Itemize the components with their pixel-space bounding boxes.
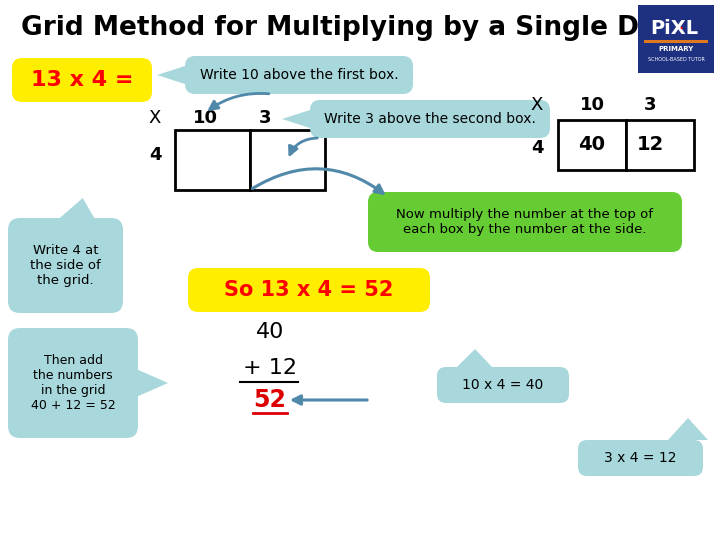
FancyBboxPatch shape xyxy=(185,56,413,94)
FancyBboxPatch shape xyxy=(437,367,569,403)
Text: 10: 10 xyxy=(580,96,605,114)
Text: 40: 40 xyxy=(578,136,606,154)
Polygon shape xyxy=(60,198,94,218)
Text: SCHOOL-BASED TUTOR: SCHOOL-BASED TUTOR xyxy=(647,57,704,62)
Bar xyxy=(558,120,626,170)
Text: PiXL: PiXL xyxy=(650,19,698,38)
Text: 3: 3 xyxy=(644,96,656,114)
FancyBboxPatch shape xyxy=(12,58,152,102)
Bar xyxy=(626,120,694,170)
Text: PRIMARY: PRIMARY xyxy=(658,46,693,52)
Bar xyxy=(644,40,708,43)
Polygon shape xyxy=(138,370,168,396)
Text: X: X xyxy=(531,96,543,114)
Text: 10 x 4 = 40: 10 x 4 = 40 xyxy=(462,378,544,392)
Text: 52: 52 xyxy=(253,388,287,412)
Bar xyxy=(175,130,250,190)
FancyBboxPatch shape xyxy=(188,268,430,312)
Text: 3 x 4 = 12: 3 x 4 = 12 xyxy=(604,451,677,465)
Polygon shape xyxy=(457,349,492,367)
Text: 40: 40 xyxy=(256,322,284,342)
Text: Then add
the numbers
in the grid
40 + 12 = 52: Then add the numbers in the grid 40 + 12… xyxy=(31,354,115,412)
Polygon shape xyxy=(668,418,708,440)
Polygon shape xyxy=(282,110,310,128)
Bar xyxy=(250,130,325,190)
FancyBboxPatch shape xyxy=(8,218,123,313)
Text: Write 4 at
the side of
the grid.: Write 4 at the side of the grid. xyxy=(30,244,101,287)
Text: 4: 4 xyxy=(149,146,161,164)
Polygon shape xyxy=(157,66,185,84)
Text: X: X xyxy=(149,109,161,127)
Text: 3: 3 xyxy=(258,109,271,127)
Text: Grid Method for Multiplying by a Single Digit: Grid Method for Multiplying by a Single … xyxy=(21,15,689,41)
Text: 10: 10 xyxy=(192,109,217,127)
Text: 4: 4 xyxy=(531,139,544,157)
FancyBboxPatch shape xyxy=(578,440,703,476)
FancyBboxPatch shape xyxy=(310,100,550,138)
Text: Write 3 above the second box.: Write 3 above the second box. xyxy=(324,112,536,126)
Text: ·: · xyxy=(678,20,684,38)
Text: + 12: + 12 xyxy=(243,358,297,378)
FancyBboxPatch shape xyxy=(8,328,138,438)
Text: 12: 12 xyxy=(636,136,664,154)
Text: Write 10 above the first box.: Write 10 above the first box. xyxy=(199,68,398,82)
Text: Now multiply the number at the top of
each box by the number at the side.: Now multiply the number at the top of ea… xyxy=(397,208,654,236)
FancyBboxPatch shape xyxy=(368,192,682,252)
Bar xyxy=(638,5,714,73)
Text: 13 x 4 =: 13 x 4 = xyxy=(31,70,133,90)
Text: So 13 x 4 = 52: So 13 x 4 = 52 xyxy=(225,280,394,300)
